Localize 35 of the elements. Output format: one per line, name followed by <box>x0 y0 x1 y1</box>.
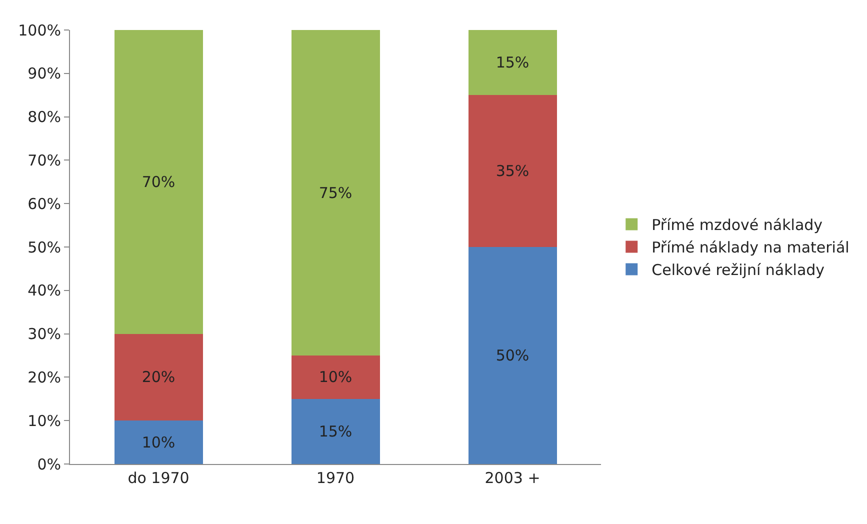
x-tick-label: 2003 + <box>484 469 540 487</box>
bar <box>468 247 557 464</box>
y-tick-label: 80% <box>28 108 61 126</box>
data-label: 15% <box>496 54 530 72</box>
data-label: 35% <box>496 162 530 180</box>
y-tick-label: 20% <box>28 368 61 386</box>
y-tick-label: 90% <box>28 64 61 83</box>
bar <box>114 420 203 464</box>
legend-label: Celkové režijní náklady <box>652 261 825 280</box>
data-label: 10% <box>142 433 176 452</box>
y-tick-label: 60% <box>28 194 61 213</box>
data-label: 20% <box>142 368 176 386</box>
data-label: 15% <box>318 422 352 440</box>
bar <box>291 398 380 464</box>
y-tick-label: 0% <box>37 455 61 474</box>
y-tick-label: 40% <box>28 282 61 300</box>
bar <box>291 356 380 399</box>
y-tick-label: 70% <box>28 151 61 170</box>
bar <box>468 95 557 247</box>
y-tick-label: 10% <box>28 412 61 430</box>
legend-label: Přímé náklady na materiál <box>652 238 850 257</box>
bar <box>114 30 203 334</box>
data-label: 70% <box>142 172 176 191</box>
y-tick-label: 100% <box>18 21 61 40</box>
bar <box>468 30 557 96</box>
data-label: 50% <box>496 346 530 364</box>
x-tick-label: do 1970 <box>128 469 190 487</box>
y-tick-label: 30% <box>28 325 61 344</box>
legend-label: Přímé mzdové náklady <box>652 216 823 234</box>
data-label: 75% <box>318 184 352 202</box>
x-tick-label: 1970 <box>316 469 355 487</box>
bar <box>114 334 203 421</box>
y-tick-label: 50% <box>28 238 61 256</box>
bar <box>291 30 380 356</box>
data-label: 10% <box>318 368 352 386</box>
